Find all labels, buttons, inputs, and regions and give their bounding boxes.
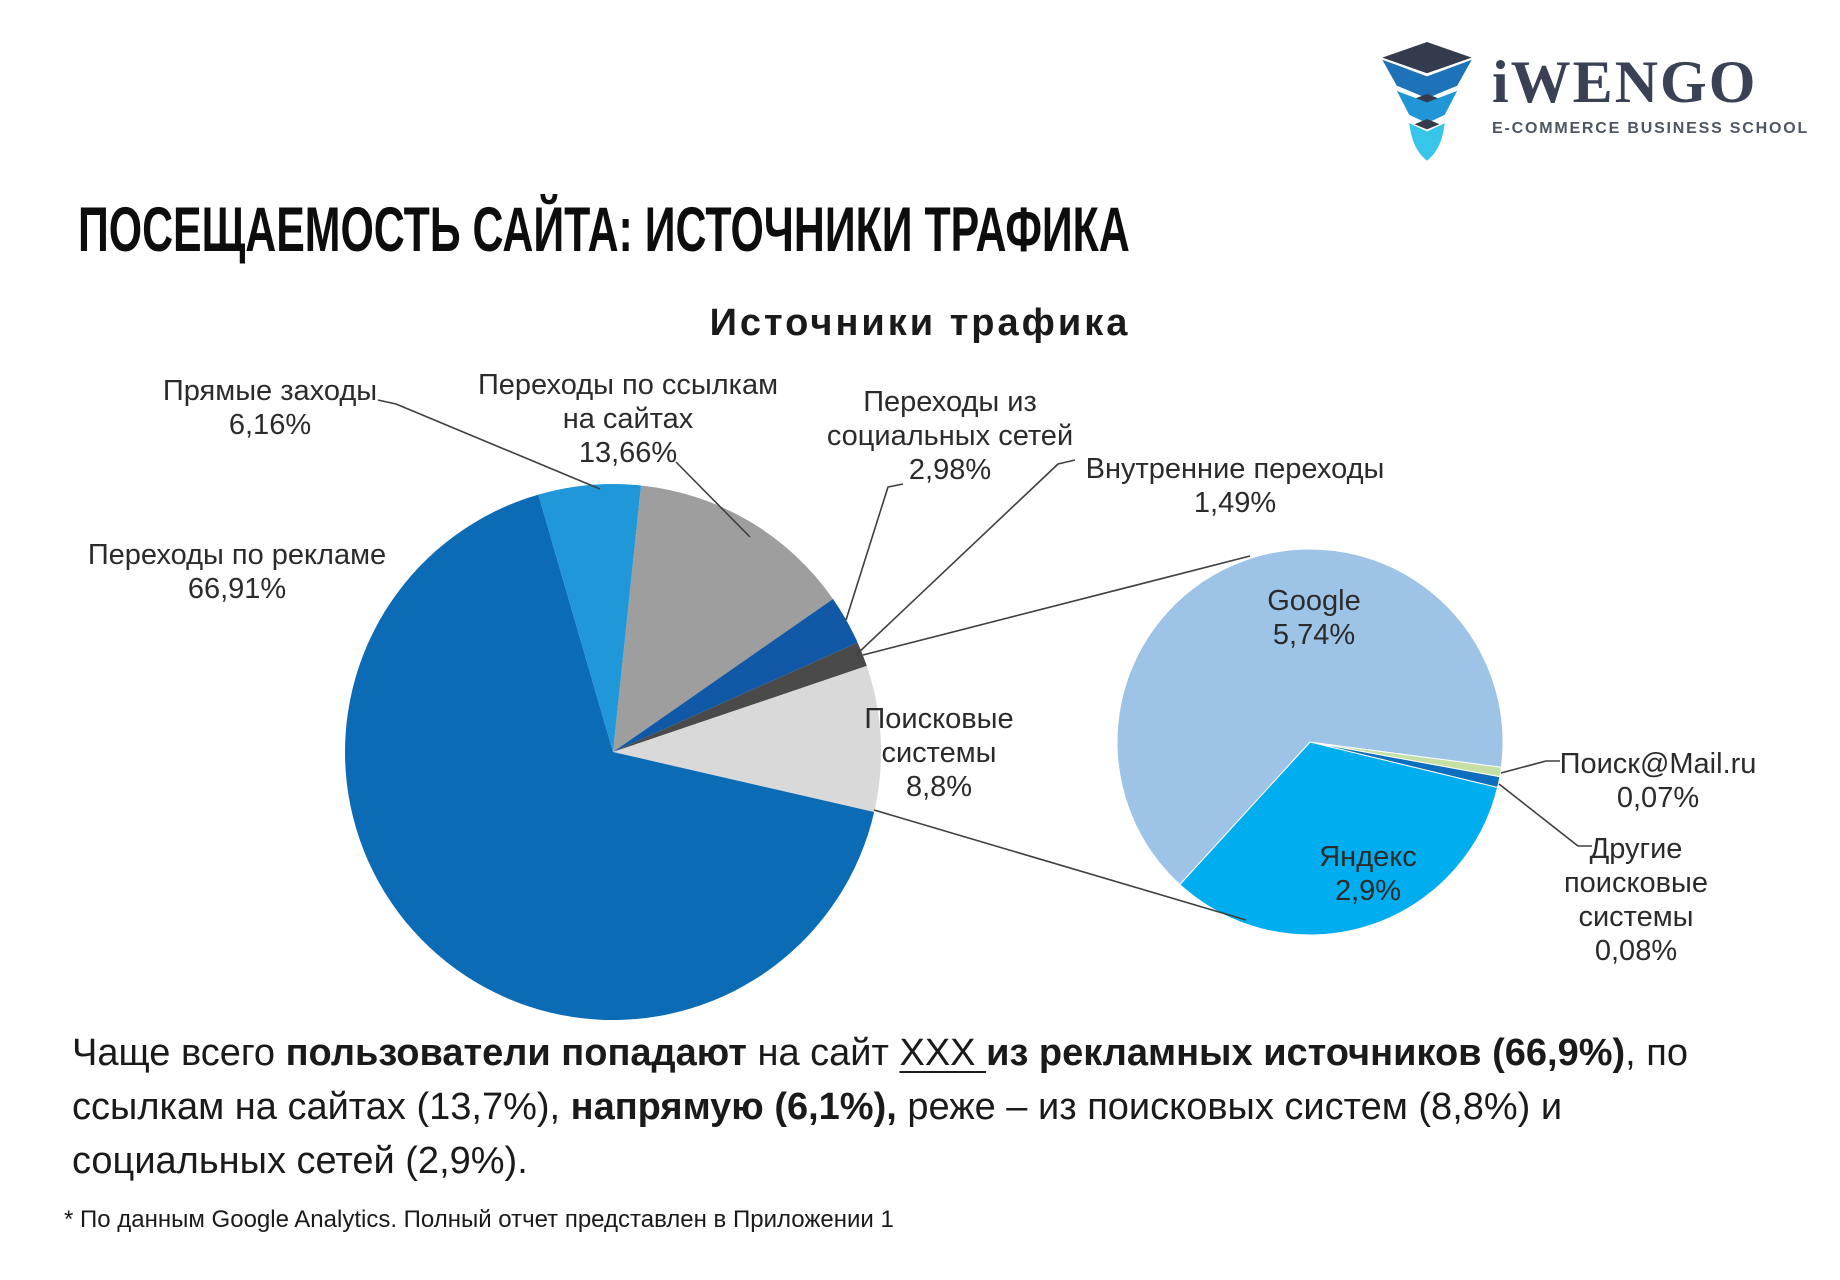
main-pie-slice-direct [538, 483, 642, 752]
pie-label-direct-line: 6,16% [228, 409, 312, 441]
logo-brand-text: iWENGO [1492, 49, 1758, 115]
pie-label-other-line: Другие [1589, 833, 1683, 865]
pie-label-mail-line: Поиск@Mail.ru [1559, 748, 1757, 780]
summary-line: ссылкам на сайтах (13,7%), напрямую (6,1… [72, 1080, 1792, 1134]
page-title: ПОСЕЩАЕМОСТЬ САЙТА: ИСТОЧНИКИ ТРАФИКА [78, 195, 1130, 265]
leader-line-links [675, 461, 751, 538]
pie-label-internal-line: Внутренние переходы [1085, 453, 1385, 485]
connector-line-bottom [873, 809, 1247, 921]
main-pie-slice-search [613, 665, 881, 813]
iwengo-logo: iWENGO E-COMMERCE BUSINESS SCHOOL [1378, 42, 1809, 170]
pie-label-yandex-line: 2,9% [1334, 875, 1402, 907]
pie-label-other-line: системы [1578, 901, 1694, 933]
secondary-pie-slice-google [1116, 548, 1504, 886]
pie-label-social-line: 2,98% [908, 454, 992, 486]
pie-label-social: Переходы из социальных сетей 2,98% [827, 385, 1073, 487]
pie-label-google-line: 5,74% [1272, 619, 1356, 651]
pie-label-other-line: 0,08% [1594, 935, 1678, 967]
pie-label-links-line: 13,66% [578, 437, 678, 469]
connector-line-top [862, 555, 1251, 656]
pie-label-ads: Переходы по рекламе 66,91% [88, 538, 386, 606]
pie-label-search-line: 8,8% [905, 771, 973, 803]
pie-label-ads-line: 66,91% [187, 573, 287, 605]
pie-label-search: Поисковые системы 8,8% [864, 702, 1013, 804]
summary-text: Чаще всего [72, 1032, 286, 1074]
summary-text: , по [1625, 1032, 1688, 1074]
pie-label-social-line: социальных сетей [826, 420, 1074, 452]
pie-label-search-line: Поисковые [864, 703, 1014, 735]
chart-title: Источники трафика [709, 302, 1131, 344]
leader-line-social [845, 483, 904, 621]
pie-label-mail-line: 0,07% [1616, 782, 1700, 814]
pie-label-internal: Внутренние переходы 1,49% [1086, 452, 1385, 520]
funnel-logo-icon [1382, 42, 1472, 161]
summary-text: социальных сетей (2,9%). [72, 1140, 528, 1182]
main-pie-slice-internal [613, 642, 867, 752]
pie-label-direct-line: Прямые заходы [162, 375, 378, 407]
leader-line-other [1498, 783, 1592, 847]
leader-line-direct [377, 399, 601, 490]
pie-label-google-line: Google [1267, 585, 1361, 617]
pie-label-links-line: Переходы по ссылкам [477, 369, 779, 401]
pie-label-yandex-line: Яндекс [1319, 841, 1417, 873]
pie-label-direct: Прямые заходы 6,16% [163, 374, 377, 442]
leader-line-internal [855, 459, 1076, 656]
summary-paragraph: Чаще всего пользователи попадают на сайт… [72, 1026, 1792, 1188]
pie-label-internal-line: 1,49% [1193, 487, 1277, 519]
pie-label-links-line: на сайтах [562, 403, 694, 435]
pie-label-other: Другие поисковые системы 0,08% [1564, 832, 1708, 968]
leader-line-mail [1500, 760, 1560, 774]
pie-label-google: Google 5,74% [1267, 584, 1361, 652]
summary-text: ссылкам на сайтах (13,7%), [72, 1086, 571, 1128]
summary-line: социальных сетей (2,9%). [72, 1134, 1792, 1188]
summary-underlined-text: XXX [899, 1032, 987, 1074]
pie-label-links: Переходы по ссылкам на сайтах 13,66% [478, 368, 778, 470]
pie-label-yandex: Яндекс 2,9% [1319, 840, 1417, 908]
logo-tagline: E-COMMERCE BUSINESS SCHOOL [1492, 120, 1810, 137]
summary-bold-text: напрямую (6,1%), [570, 1086, 897, 1128]
pie-label-search-line: системы [881, 737, 997, 769]
pie-label-other-line: поисковые [1563, 867, 1709, 899]
summary-text: на сайт [746, 1032, 900, 1074]
main-pie-slice-social [613, 598, 858, 752]
footnote: * По данным Google Analytics. Полный отч… [64, 1206, 894, 1233]
pie-label-mail: Поиск@Mail.ru 0,07% [1560, 747, 1757, 815]
summary-bold-text: пользователи попадают [285, 1032, 747, 1074]
summary-text: реже – из поисковых систем (8,8%) и [896, 1086, 1563, 1128]
pie-label-ads-line: Переходы по рекламе [87, 539, 387, 571]
main-pie-slice-ads [344, 494, 875, 1020]
summary-bold-text: из рекламных источников (66,9%) [986, 1032, 1626, 1074]
summary-line: Чаще всего пользователи попадают на сайт… [72, 1026, 1792, 1080]
pie-label-social-line: Переходы из [863, 386, 1037, 418]
main-pie-slice-links [613, 485, 834, 752]
